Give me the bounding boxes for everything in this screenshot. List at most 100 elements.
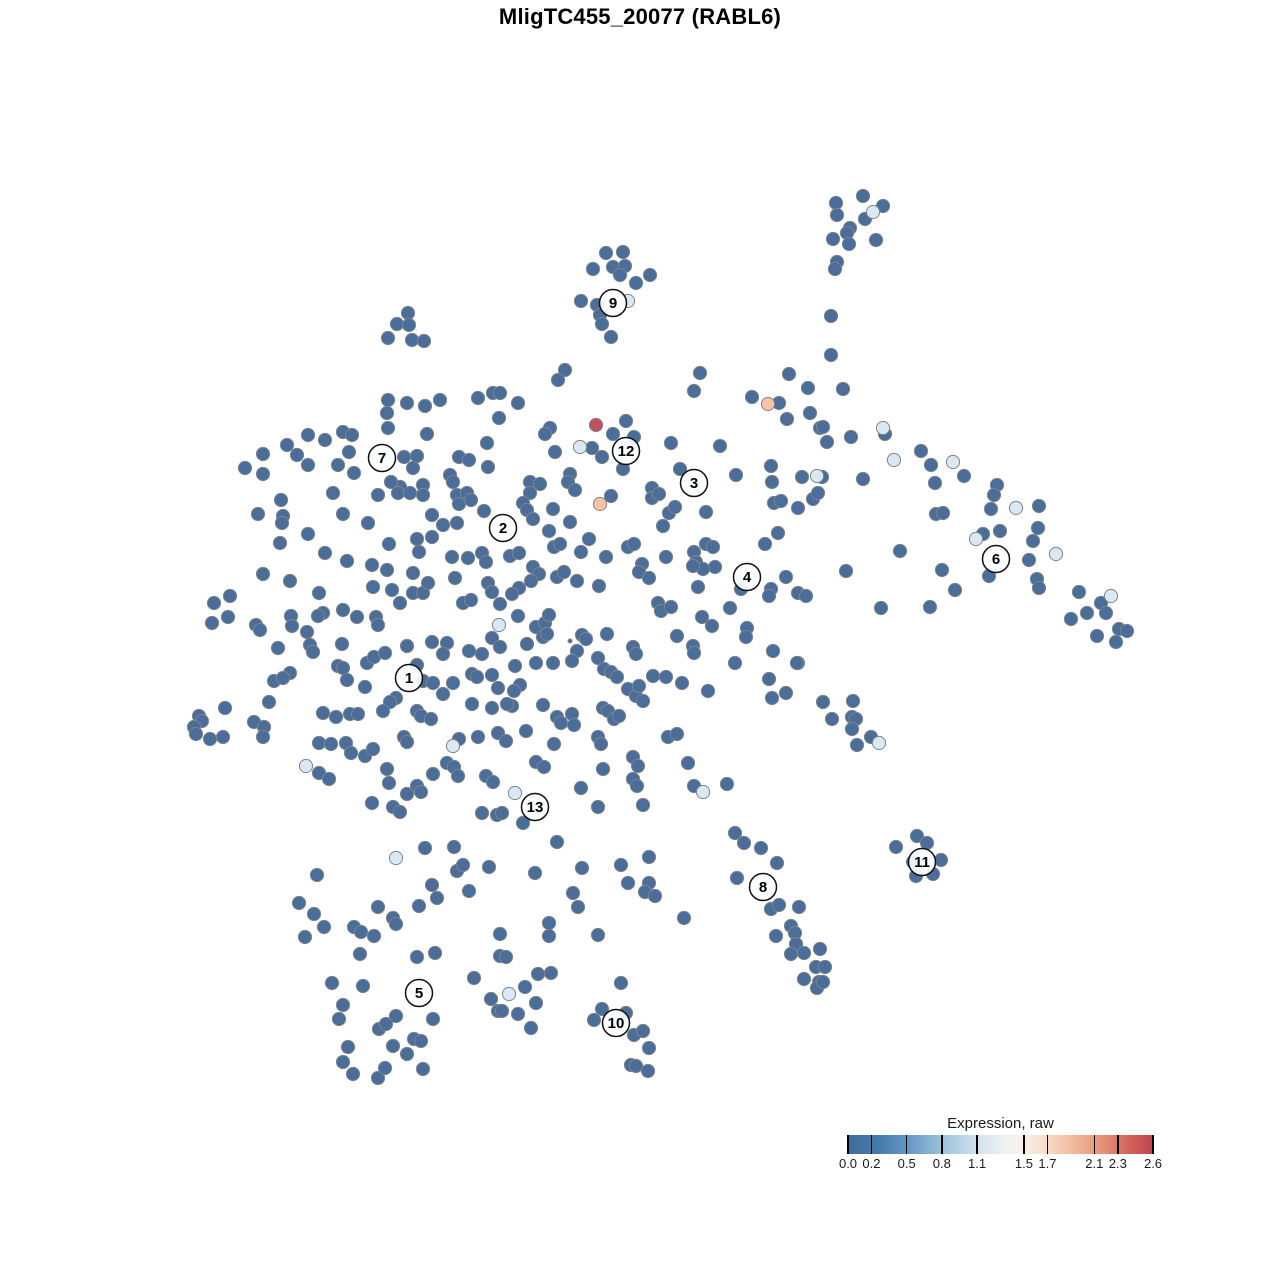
- data-point: [413, 784, 429, 800]
- data-point: [812, 941, 828, 957]
- legend-tick-label: 2.3: [1108, 1156, 1127, 1171]
- data-point: [360, 515, 376, 531]
- cluster-label-text: 10: [608, 1015, 625, 1032]
- data-point: [815, 419, 831, 435]
- data-point: [317, 432, 333, 448]
- data-point: [399, 638, 415, 654]
- data-point: [388, 916, 404, 932]
- data-point: [425, 766, 441, 782]
- data-point: [761, 671, 777, 687]
- data-point: [585, 261, 601, 277]
- data-point: [300, 427, 316, 443]
- data-point: [470, 390, 486, 406]
- data-point: [729, 870, 745, 886]
- data-point: [357, 679, 373, 695]
- data-point: [380, 330, 396, 346]
- cluster-label-circle: [732, 562, 762, 592]
- data-point: [573, 293, 589, 309]
- data-point-low-expression: [809, 468, 825, 484]
- data-point: [712, 438, 728, 454]
- data-point: [317, 545, 333, 561]
- cluster-label-circle: [520, 792, 550, 822]
- data-point: [392, 595, 408, 611]
- data-point: [378, 1016, 394, 1032]
- cluster-label-circle: [367, 443, 397, 473]
- data-point: [370, 487, 386, 503]
- cluster-label-text: 3: [690, 475, 698, 492]
- legend-tick: [870, 1135, 873, 1154]
- data-point: [909, 828, 925, 844]
- data-point: [399, 1046, 415, 1062]
- data-point: [479, 435, 495, 451]
- legend-tick: [1117, 1135, 1119, 1154]
- cluster-label-2: 2: [488, 513, 518, 543]
- data-point: [510, 1006, 526, 1022]
- data-point: [609, 669, 625, 685]
- data-point: [763, 458, 779, 474]
- data-point: [379, 562, 395, 578]
- data-point: [484, 700, 500, 716]
- data-point: [1063, 611, 1079, 627]
- cluster-label-4: 4: [732, 562, 762, 592]
- data-point: [667, 499, 683, 515]
- data-point: [536, 759, 552, 775]
- data-point: [470, 729, 486, 745]
- data-point: [415, 1061, 431, 1077]
- data-point: [594, 449, 610, 465]
- data-point: [451, 496, 467, 512]
- data-point: [530, 966, 546, 982]
- cluster-label-circle: [598, 288, 628, 318]
- legend-tick: [976, 1135, 978, 1154]
- legend-tick: [847, 1135, 849, 1154]
- data-point: [370, 899, 386, 915]
- data-point: [339, 672, 355, 688]
- data-point: [655, 518, 671, 534]
- data-point: [849, 737, 865, 753]
- data-point: [635, 693, 651, 709]
- expression-legend: Expression, raw 0.0 0.2 0.5 0.8 1.1 1.5 1.7 2.1…: [839, 1115, 1162, 1172]
- data-point: [796, 971, 812, 987]
- data-point: [506, 683, 522, 699]
- data-point: [306, 906, 322, 922]
- data-point: [947, 582, 963, 598]
- data-point: [738, 629, 754, 645]
- data-point-low-expression: [501, 986, 517, 1002]
- legend-tick-label: 1.1: [967, 1156, 987, 1171]
- data-point: [484, 584, 500, 600]
- data-point: [383, 474, 399, 490]
- data-point: [335, 660, 351, 676]
- data-point: [828, 195, 844, 211]
- data-point: [615, 244, 631, 260]
- data-point: [492, 385, 508, 401]
- data-point: [427, 945, 443, 961]
- data-point: [593, 736, 609, 752]
- data-point: [640, 1063, 656, 1079]
- cluster-label-circle: [748, 872, 778, 902]
- data-point: [628, 1058, 644, 1074]
- cluster-label-12: 12: [611, 436, 641, 466]
- data-point-low-expression: [1048, 546, 1064, 562]
- data-point: [511, 545, 527, 561]
- data-point: [390, 485, 406, 501]
- cluster-label-circle: [907, 847, 937, 877]
- data-point: [578, 631, 594, 647]
- cluster-label-text: 2: [499, 520, 507, 537]
- data-point: [855, 471, 871, 487]
- data-point: [603, 329, 619, 345]
- legend-tick: [1152, 1135, 1154, 1154]
- legend-tick-label: 1.7: [1038, 1156, 1057, 1171]
- data-point: [355, 978, 371, 994]
- data-point: [590, 650, 606, 666]
- data-point: [570, 899, 586, 915]
- legend-tick-label: 2.1: [1085, 1156, 1104, 1171]
- data-point-high-expression: [588, 417, 604, 433]
- data-point: [663, 435, 679, 451]
- data-point: [986, 487, 1002, 503]
- data-point: [594, 1001, 610, 1017]
- data-point: [635, 1023, 651, 1039]
- data-point: [628, 646, 644, 662]
- data-point: [761, 588, 777, 604]
- data-point-low-expression: [491, 617, 507, 633]
- data-point: [365, 579, 381, 595]
- data-point: [765, 643, 781, 659]
